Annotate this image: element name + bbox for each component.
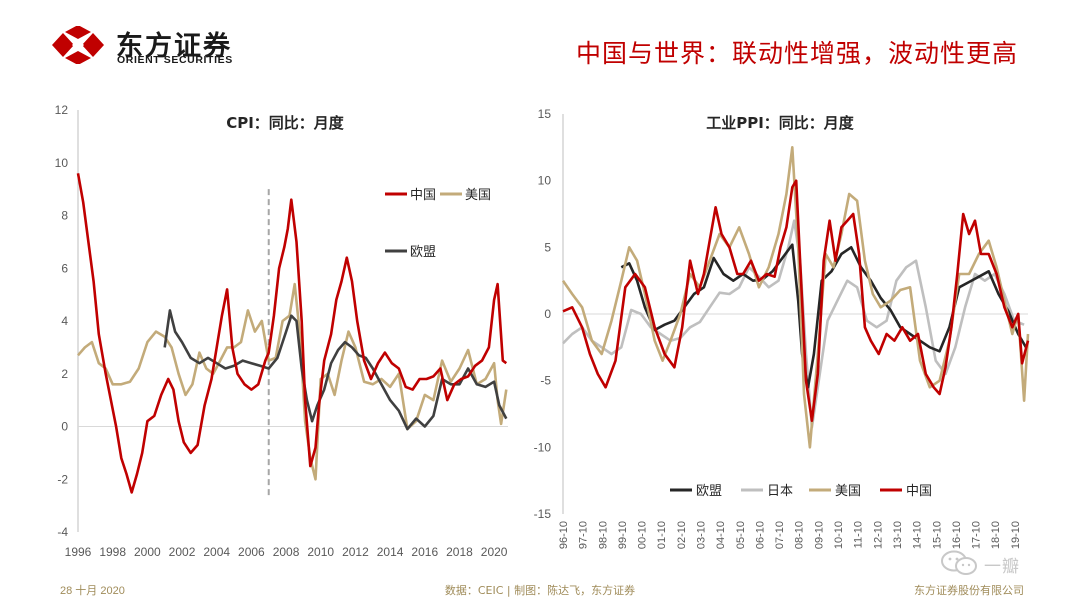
legend-label-china: 中国 [410, 188, 436, 203]
cpi-y-tick-label: 6 [61, 261, 68, 275]
ppi-series-china [562, 179, 1030, 423]
cpi-x-tick-label: 2002 [169, 545, 196, 559]
cpi-y-tick-label: -2 [57, 472, 68, 486]
ppi-chart-title: 工业PPI：同比：月度 [706, 114, 855, 132]
cpi-y-tick-label: -4 [57, 525, 68, 539]
ppi-x-tick-label: 16-10 [951, 521, 963, 549]
company-logo: 东方证券 ORIENT SECURITIES [50, 24, 310, 68]
ppi-y-tick-label: 10 [538, 174, 552, 188]
cpi-x-tick-label: 2014 [377, 545, 404, 559]
cpi-y-tick-label: 8 [61, 209, 68, 223]
legend-label-eu: 欧盟 [410, 245, 436, 260]
watermark-text: 一瓣 [984, 557, 1020, 577]
ppi-x-tick-label: 10-10 [833, 521, 845, 549]
ppi-x-tick-label: 06-10 [755, 521, 767, 549]
cpi-chart-title: CPI：同比：月度 [226, 114, 345, 132]
ppi-x-tick-label: 11-10 [853, 521, 865, 548]
wechat-icon [941, 550, 977, 575]
ppi-x-tick-label: 98-10 [597, 521, 609, 549]
ppi-x-tick-label: 17-10 [971, 521, 983, 549]
cpi-x-tick-label: 2018 [446, 545, 473, 559]
logo-chinese-name: 东方证券 [116, 31, 232, 62]
ppi-x-tick-label: 05-10 [735, 521, 747, 549]
legend-label-usa: 美国 [465, 188, 491, 203]
ppi-x-tick-label: 00-10 [637, 521, 649, 549]
cpi-x-tick-label: 2010 [307, 545, 334, 559]
ppi-x-tick-label: 07-10 [774, 521, 786, 549]
footer-source: 数据：CEIC | 制图：陈达飞，东方证券 [444, 584, 636, 597]
ppi-y-tick-label: -10 [534, 440, 552, 454]
cpi-x-tick-label: 2012 [342, 545, 369, 559]
watermark: 一瓣 [940, 546, 1050, 582]
cpi-x-tick-label: 2006 [238, 545, 265, 559]
cpi-x-tick-label: 2008 [273, 545, 300, 559]
legend-label-eu: 欧盟 [696, 484, 722, 499]
cpi-y-tick-label: 10 [55, 156, 69, 170]
cpi-x-tick-label: 2000 [134, 545, 161, 559]
footer-date: 28 十月 2020 [60, 585, 125, 597]
orient-securities-logo-mark [52, 26, 104, 64]
ppi-y-tick-label: 0 [544, 307, 551, 321]
cpi-series-usa [77, 282, 508, 481]
ppi-x-tick-label: 14-10 [912, 521, 924, 549]
cpi-x-tick-label: 2020 [481, 545, 508, 559]
ppi-x-tick-label: 02-10 [676, 521, 688, 549]
ppi-x-tick-label: 09-10 [813, 521, 825, 549]
cpi-series-eu [163, 309, 508, 431]
ppi-x-tick-label: 18-10 [990, 521, 1002, 549]
cpi-x-tick-label: 1998 [99, 545, 126, 559]
cpi-y-tick-label: 4 [61, 314, 68, 328]
ppi-x-tick-label: 97-10 [578, 521, 590, 549]
ppi-x-tick-label: 19-10 [1010, 521, 1022, 549]
ppi-x-tick-label: 08-10 [794, 521, 806, 549]
ppi-y-tick-label: -15 [534, 507, 552, 521]
ppi-x-tick-label: 99-10 [617, 521, 629, 549]
ppi-y-tick-label: 15 [538, 107, 552, 121]
ppi-x-tick-label: 03-10 [696, 521, 708, 549]
page-headline: 中国与世界：联动性增强，波动性更高 [575, 39, 1018, 68]
ppi-y-tick-label: 5 [544, 240, 551, 254]
legend-label-usa: 美国 [835, 484, 861, 499]
cpi-y-tick-label: 0 [61, 420, 68, 434]
ppi-x-tick-label: 96-10 [558, 521, 570, 549]
ppi-x-tick-label: 04-10 [715, 521, 727, 549]
cpi-x-tick-label: 2016 [411, 545, 438, 559]
legend-label-china: 中国 [906, 484, 932, 499]
ppi-x-tick-label: 12-10 [872, 521, 884, 549]
legend-label-japan: 日本 [767, 484, 793, 499]
ppi-series-usa [561, 146, 1030, 449]
cpi-x-tick-label: 1996 [65, 545, 92, 559]
cpi-y-tick-label: 12 [55, 103, 69, 117]
ppi-x-tick-label: 13-10 [892, 521, 904, 549]
ppi-y-tick-label: -5 [540, 374, 551, 388]
cpi-series-china [76, 173, 508, 494]
ppi-x-tick-label: 01-10 [656, 521, 668, 549]
footer-company: 东方证券股份有限公司 [914, 584, 1024, 597]
ppi-x-tick-label: 15-10 [931, 521, 943, 549]
cpi-x-tick-label: 2004 [203, 545, 230, 559]
logo-english-name: ORIENT SECURITIES [117, 54, 233, 66]
cpi-y-tick-label: 2 [61, 367, 68, 381]
